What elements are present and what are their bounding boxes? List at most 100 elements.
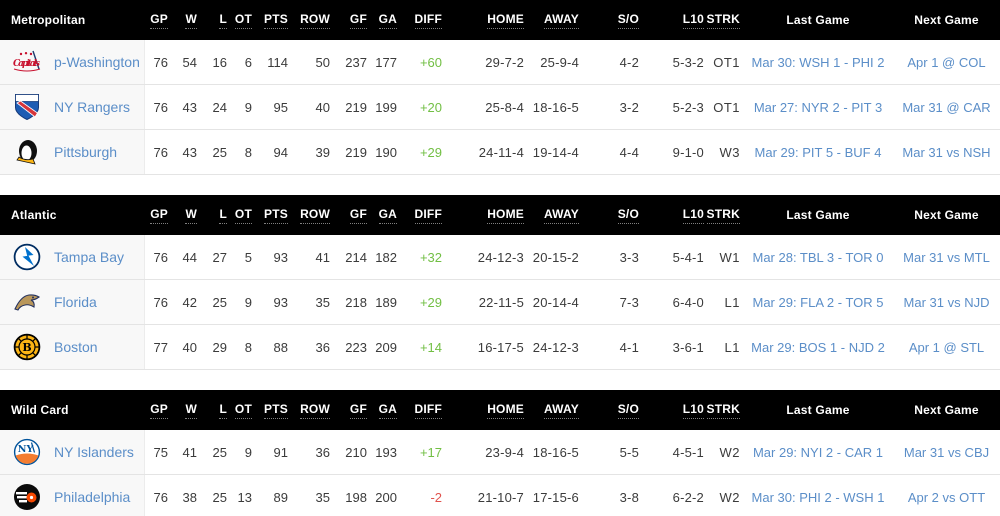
team-cell: NY NY Islanders — [0, 430, 145, 474]
pts-value: 91 — [273, 444, 288, 460]
column-header-ot[interactable]: OT — [230, 12, 255, 29]
row-value: 35 — [315, 294, 330, 310]
column-header-pts[interactable]: PTS — [255, 207, 291, 224]
team-link[interactable]: Florida — [54, 294, 97, 310]
ga-value: 189 — [375, 294, 397, 310]
column-header-away[interactable]: AWAY — [527, 207, 582, 224]
l-value: 25 — [212, 489, 227, 505]
column-header-gp[interactable]: GP — [145, 207, 171, 224]
so-record: 4-1 — [619, 339, 639, 355]
table-row-boston: B Boston 77 40 29 8 88 36 223 209 +14 16… — [0, 325, 1000, 370]
column-header-ga[interactable]: GA — [370, 12, 400, 29]
team-link[interactable]: Pittsburgh — [54, 144, 118, 160]
table-row-ny-islanders: NY NY Islanders 75 41 25 9 91 36 210 193… — [0, 430, 1000, 475]
column-header-row[interactable]: ROW — [291, 207, 333, 224]
column-header-ga[interactable]: GA — [370, 402, 400, 419]
l-value: 16 — [212, 54, 227, 70]
column-header-away[interactable]: AWAY — [527, 402, 582, 419]
column-header-gf[interactable]: GF — [333, 207, 370, 224]
l10-record: 9-1-0 — [672, 144, 704, 160]
w-value: 41 — [182, 444, 197, 460]
column-header-ot[interactable]: OT — [230, 402, 255, 419]
column-header-ga[interactable]: GA — [370, 207, 400, 224]
row-value: 36 — [315, 444, 330, 460]
column-header-gf[interactable]: GF — [333, 12, 370, 29]
column-header-strk[interactable]: STRK — [706, 207, 743, 224]
column-header-l[interactable]: L — [200, 207, 230, 224]
next-game-link[interactable]: Mar 31 vs MTL — [903, 249, 990, 265]
column-header-w[interactable]: W — [171, 207, 200, 224]
last-game-link[interactable]: Mar 28: TBL 3 - TOR 0 — [752, 249, 884, 265]
team-link[interactable]: Boston — [54, 339, 98, 355]
last-game-link[interactable]: Mar 27: NYR 2 - PIT 3 — [753, 99, 883, 115]
next-game-link[interactable]: Mar 31 @ CAR — [902, 99, 991, 115]
table-row-pittsburgh: Pittsburgh 76 43 25 8 94 39 219 190 +29 … — [0, 130, 1000, 175]
column-header-l[interactable]: L — [200, 12, 230, 29]
column-header-so[interactable]: S/O — [582, 207, 642, 224]
column-header-l[interactable]: L — [200, 402, 230, 419]
column-header-gp[interactable]: GP — [145, 12, 171, 29]
pts-value: 95 — [273, 99, 288, 115]
team-link[interactable]: Philadelphia — [54, 489, 131, 505]
next-game-link[interactable]: Apr 1 @ COL — [907, 54, 986, 70]
column-header-so[interactable]: S/O — [582, 402, 642, 419]
so-record: 7-3 — [619, 294, 639, 310]
gp-value: 77 — [153, 339, 168, 355]
last-game-link[interactable]: Mar 29: PIT 5 - BUF 4 — [754, 144, 882, 160]
diff-value: +32 — [419, 249, 442, 265]
column-header-gf[interactable]: GF — [333, 402, 370, 419]
last-game-link[interactable]: Mar 29: NYI 2 - CAR 1 — [752, 444, 884, 460]
row-value: 36 — [315, 339, 330, 355]
team-link[interactable]: NY Islanders — [54, 444, 134, 460]
last-game-link[interactable]: Mar 30: PHI 2 - WSH 1 — [751, 489, 885, 505]
column-header-diff[interactable]: DIFF — [400, 207, 445, 224]
team-link[interactable]: Tampa Bay — [54, 249, 125, 265]
next-game-cell: Apr 1 @ STL — [893, 325, 1000, 369]
team-link[interactable]: p-Washington — [54, 54, 140, 70]
column-header-l10[interactable]: L10 — [642, 207, 707, 224]
ot-value: 9 — [244, 99, 252, 115]
section-metropolitan: Metropolitan GP W L OT PTS ROW GF GA DIF… — [0, 0, 1000, 175]
column-header-diff[interactable]: DIFF — [400, 12, 445, 29]
section-atlantic: Atlantic GP W L OT PTS ROW GF GA DIFF HO… — [0, 195, 1000, 370]
next-game-cell: Mar 31 vs NSH — [893, 130, 1000, 174]
pts-value: 94 — [273, 144, 288, 160]
last-game-link[interactable]: Mar 30: WSH 1 - PHI 2 — [751, 54, 885, 70]
column-header-w[interactable]: W — [171, 402, 200, 419]
team-link[interactable]: NY Rangers — [54, 99, 131, 115]
streak-value: W1 — [719, 249, 740, 265]
column-header-so[interactable]: S/O — [582, 12, 642, 29]
last-game-link[interactable]: Mar 29: FLA 2 - TOR 5 — [752, 294, 884, 310]
column-header-strk[interactable]: STRK — [706, 12, 743, 29]
last-game-link[interactable]: Mar 29: BOS 1 - NJD 2 — [751, 339, 885, 355]
next-game-link[interactable]: Mar 31 vs NSH — [902, 144, 991, 160]
column-header-home[interactable]: HOME — [445, 12, 527, 29]
column-header-ot[interactable]: OT — [230, 207, 255, 224]
column-header-pts[interactable]: PTS — [255, 12, 291, 29]
column-header-row[interactable]: ROW — [291, 402, 333, 419]
column-header-home[interactable]: HOME — [445, 207, 527, 224]
ot-value: 13 — [237, 489, 252, 505]
next-game-link[interactable]: Mar 31 vs NJD — [903, 294, 990, 310]
home-record: 21-10-7 — [477, 489, 524, 505]
last-game-cell: Mar 29: PIT 5 - BUF 4 — [743, 130, 893, 174]
column-header-home[interactable]: HOME — [445, 402, 527, 419]
gp-value: 76 — [153, 249, 168, 265]
column-header-w[interactable]: W — [171, 12, 200, 29]
column-header-pts[interactable]: PTS — [255, 402, 291, 419]
column-header-gp[interactable]: GP — [145, 402, 171, 419]
next-game-link[interactable]: Mar 31 vs CBJ — [903, 444, 990, 460]
column-header-diff[interactable]: DIFF — [400, 402, 445, 419]
away-record: 20-14-4 — [532, 294, 579, 310]
column-header-l10[interactable]: L10 — [642, 402, 707, 419]
column-header-row[interactable]: ROW — [291, 12, 333, 29]
next-game-link[interactable]: Apr 2 vs OTT — [907, 489, 986, 505]
gp-value: 75 — [153, 444, 168, 460]
last-game-cell: Mar 30: PHI 2 - WSH 1 — [743, 475, 893, 516]
next-game-link[interactable]: Apr 1 @ STL — [908, 339, 985, 355]
column-header-next-game: Next Game — [914, 13, 979, 27]
column-header-away[interactable]: AWAY — [527, 12, 582, 29]
column-header-l10[interactable]: L10 — [642, 12, 707, 29]
l10-record: 5-4-1 — [672, 249, 704, 265]
column-header-strk[interactable]: STRK — [706, 402, 743, 419]
